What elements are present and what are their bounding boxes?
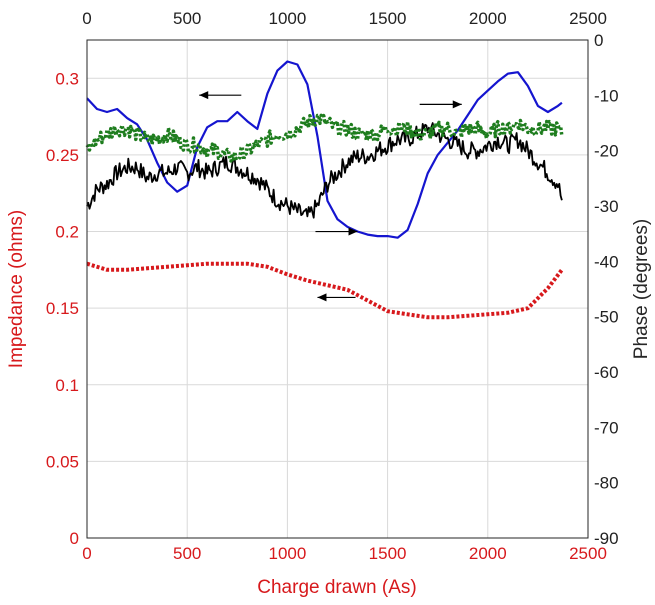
x-tick-label-bottom: 2000 [469,544,507,563]
series-line-phase_black [86,122,563,219]
series-layer [85,60,564,320]
left-axis-title: Impedance (ohms) [6,210,27,368]
x-tick-label-top: 0 [82,9,91,28]
left-tick-label: 0 [70,529,79,548]
x-tick-label-bottom: 500 [173,544,201,563]
right-tick-label: -30 [594,197,619,216]
series-line-impedance_red [86,261,564,320]
x-tick-label-top: 2000 [469,9,507,28]
right-tick-label: 0 [594,31,603,50]
x-tick-label-bottom: 1000 [268,544,306,563]
x-tick-label-top: 500 [173,9,201,28]
right-tick-label: -80 [594,474,619,493]
series-line-phase_green [85,113,564,163]
arrow-right-green-head [452,100,462,109]
series-line-impedance_blue [86,60,563,239]
left-tick-label: 0.25 [46,146,79,165]
right-tick-label: -60 [594,363,619,382]
x-tick-label-top: 1500 [369,9,407,28]
arrow-right-black-head [348,227,358,236]
right-tick-label: -70 [594,418,619,437]
left-tick-label: 0.1 [55,376,79,395]
x-axis-title: Charge drawn (As) [257,577,416,598]
right-tick-label: -10 [594,86,619,105]
x-tick-label-top: 2500 [569,9,607,28]
left-tick-label: 0.05 [46,452,79,471]
arrow-left-blue-head [199,91,209,100]
x-tick-label-bottom: 1500 [369,544,407,563]
left-tick-label: 0.3 [55,69,79,88]
tick-labels: 0050050010001000150015002000200025002500… [46,9,619,563]
annotation-arrows [199,91,462,302]
arrow-left-red-head [317,293,327,302]
right-tick-label: -50 [594,308,619,327]
right-tick-label: -40 [594,252,619,271]
right-axis-title: Phase (degrees) [631,219,652,359]
right-tick-label: -90 [594,529,619,548]
x-tick-label-bottom: 2500 [569,544,607,563]
right-tick-label: -20 [594,142,619,161]
left-tick-label: 0.15 [46,299,79,318]
x-tick-label-bottom: 0 [82,544,91,563]
left-tick-label: 0.2 [55,223,79,242]
plot-frame [86,39,589,539]
x-tick-label-top: 1000 [268,9,306,28]
